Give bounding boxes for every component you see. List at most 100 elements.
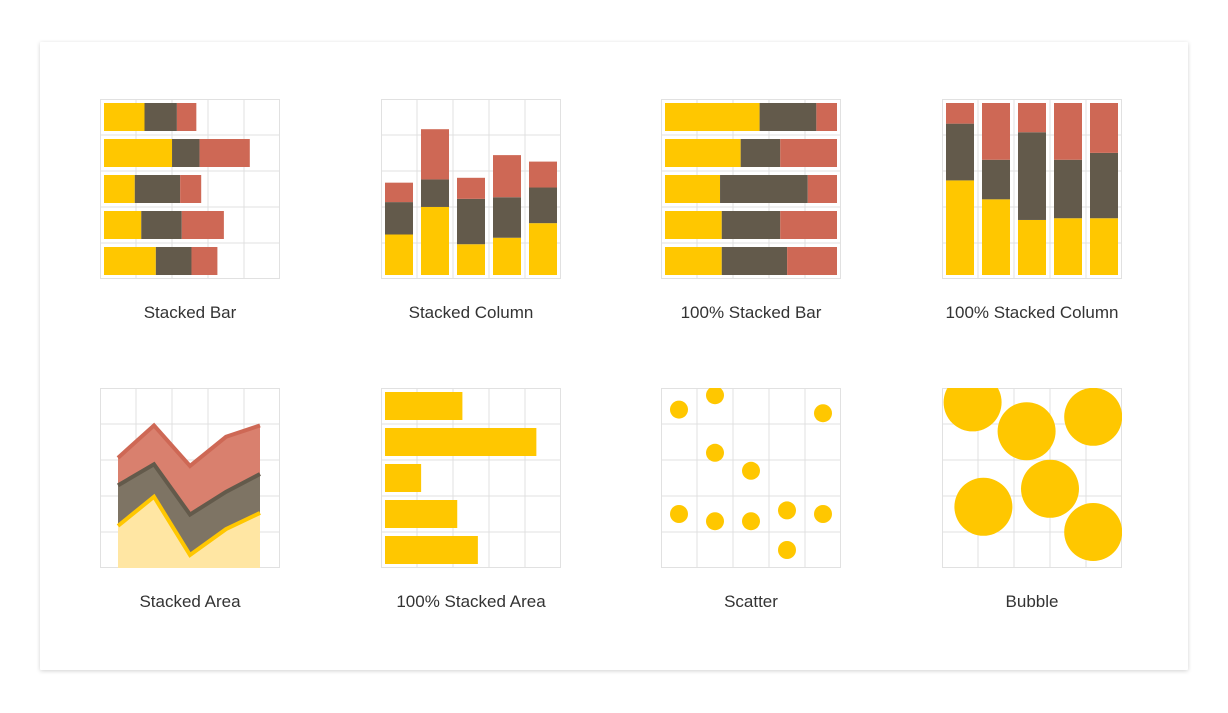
column-segment [421,206,449,275]
thumbnail-stacked-bar [100,99,280,279]
area-line [116,422,261,469]
stacked-bar-chart-icon [100,99,280,279]
gallery-item-bubble[interactable]: Bubble [882,388,1122,628]
gallery-item-scatter[interactable]: Scatter [601,388,841,628]
gallery-item-stacked-bar[interactable]: Stacked Bar [40,99,280,339]
scatter-point [670,505,688,523]
area-fill [118,496,260,568]
bar [385,464,422,492]
bubble-layer [943,388,1122,561]
column-segment [1054,159,1082,219]
gallery-item-100-stacked-area[interactable]: 100% Stacked Area [321,388,561,628]
bar-segment [816,103,837,131]
bar-segment [104,175,135,203]
column-segment [1054,103,1082,160]
column-segment [982,103,1010,160]
thumbnail-100-stacked-bar [661,99,841,279]
bar-segment [134,175,181,203]
column-segment [385,234,413,275]
plot-border [661,99,841,279]
percent-stacked-column-chart-icon [942,99,1122,279]
bar-segment [155,247,192,275]
area-line [116,461,261,518]
gallery-item-stacked-area[interactable]: Stacked Area [40,388,280,628]
bar-segment [665,247,722,275]
bar-segment [780,211,837,239]
bar-segment [665,139,741,167]
percent-stacked-area-chart-icon [381,388,561,568]
column-segment [1054,218,1082,275]
gallery-item-100-stacked-bar[interactable]: 100% Stacked Bar [601,99,841,339]
plot-border [942,99,1122,279]
gallery-item-label: Stacked Column [408,303,534,322]
bar-segment [199,139,250,167]
plot-border [381,99,561,279]
bar-segment [104,139,173,167]
plot-border [381,388,561,568]
bubble [1064,388,1122,446]
column-segment [493,197,521,238]
thumbnail-stacked-area [100,388,280,568]
bar-segment [180,175,202,203]
bar-segment [787,247,837,275]
bubble-chart-icon [942,388,1122,568]
bar-segment [759,103,817,131]
scatter-point [814,505,832,523]
thumbnail-100-stacked-column [942,99,1122,279]
bar-segment [191,247,218,275]
bar-segment [176,103,197,131]
bar-segment [780,139,837,167]
bubble [954,477,1013,536]
column-segment [493,237,521,275]
bubble [997,402,1056,461]
percent-stacked-bar-chart-icon [661,99,841,279]
chart-gallery-card: Stacked Bar Stacked Column 100% Stacked … [40,42,1188,670]
column-segment [1018,103,1046,133]
bar-segment [721,247,788,275]
gallery-item-stacked-column[interactable]: Stacked Column [321,99,561,339]
scatter-point [706,388,724,405]
column-segment [529,161,557,188]
column-segment [1090,218,1118,275]
column-segment [982,199,1010,275]
column-segment [946,103,974,124]
bar-segment [807,175,837,203]
bar [385,392,463,420]
bubble [943,388,1002,432]
column-segment [421,179,449,207]
bar-segment [721,211,781,239]
column-segment [493,155,521,198]
column-segment [385,202,413,235]
bar-segment [104,247,156,275]
column-segment [529,187,557,224]
gallery-item-label: 100% Stacked Area [396,592,546,611]
column-segment [457,177,485,199]
column-segment [1018,219,1046,275]
bar-segment [141,211,182,239]
column-segment [946,123,974,181]
column-segment [421,129,449,180]
scatter-point [742,461,760,480]
bar [385,536,478,564]
bubble [1021,459,1079,518]
column-segment [529,223,557,275]
stacked-area-chart-icon [100,388,280,568]
plot-border [942,388,1122,568]
plot-border [661,388,841,568]
thumbnail-stacked-column [381,99,561,279]
bar-segment [104,211,142,239]
bar-segment [181,211,224,239]
scatter-point [706,512,724,531]
stacked-column-chart-icon [381,99,561,279]
bar-segment [665,103,760,131]
gallery-item-label: 100% Stacked Column [945,303,1119,322]
gallery-item-label: Scatter [724,592,778,611]
scatter-point [778,541,796,559]
gallery-item-100-stacked-column[interactable]: 100% Stacked Column [882,99,1122,339]
bar [385,500,458,528]
gallery-item-label: Stacked Area [139,592,241,611]
bar [385,428,537,456]
scatter-point [670,400,688,419]
thumbnail-scatter [661,388,841,568]
plot-border [100,99,280,279]
